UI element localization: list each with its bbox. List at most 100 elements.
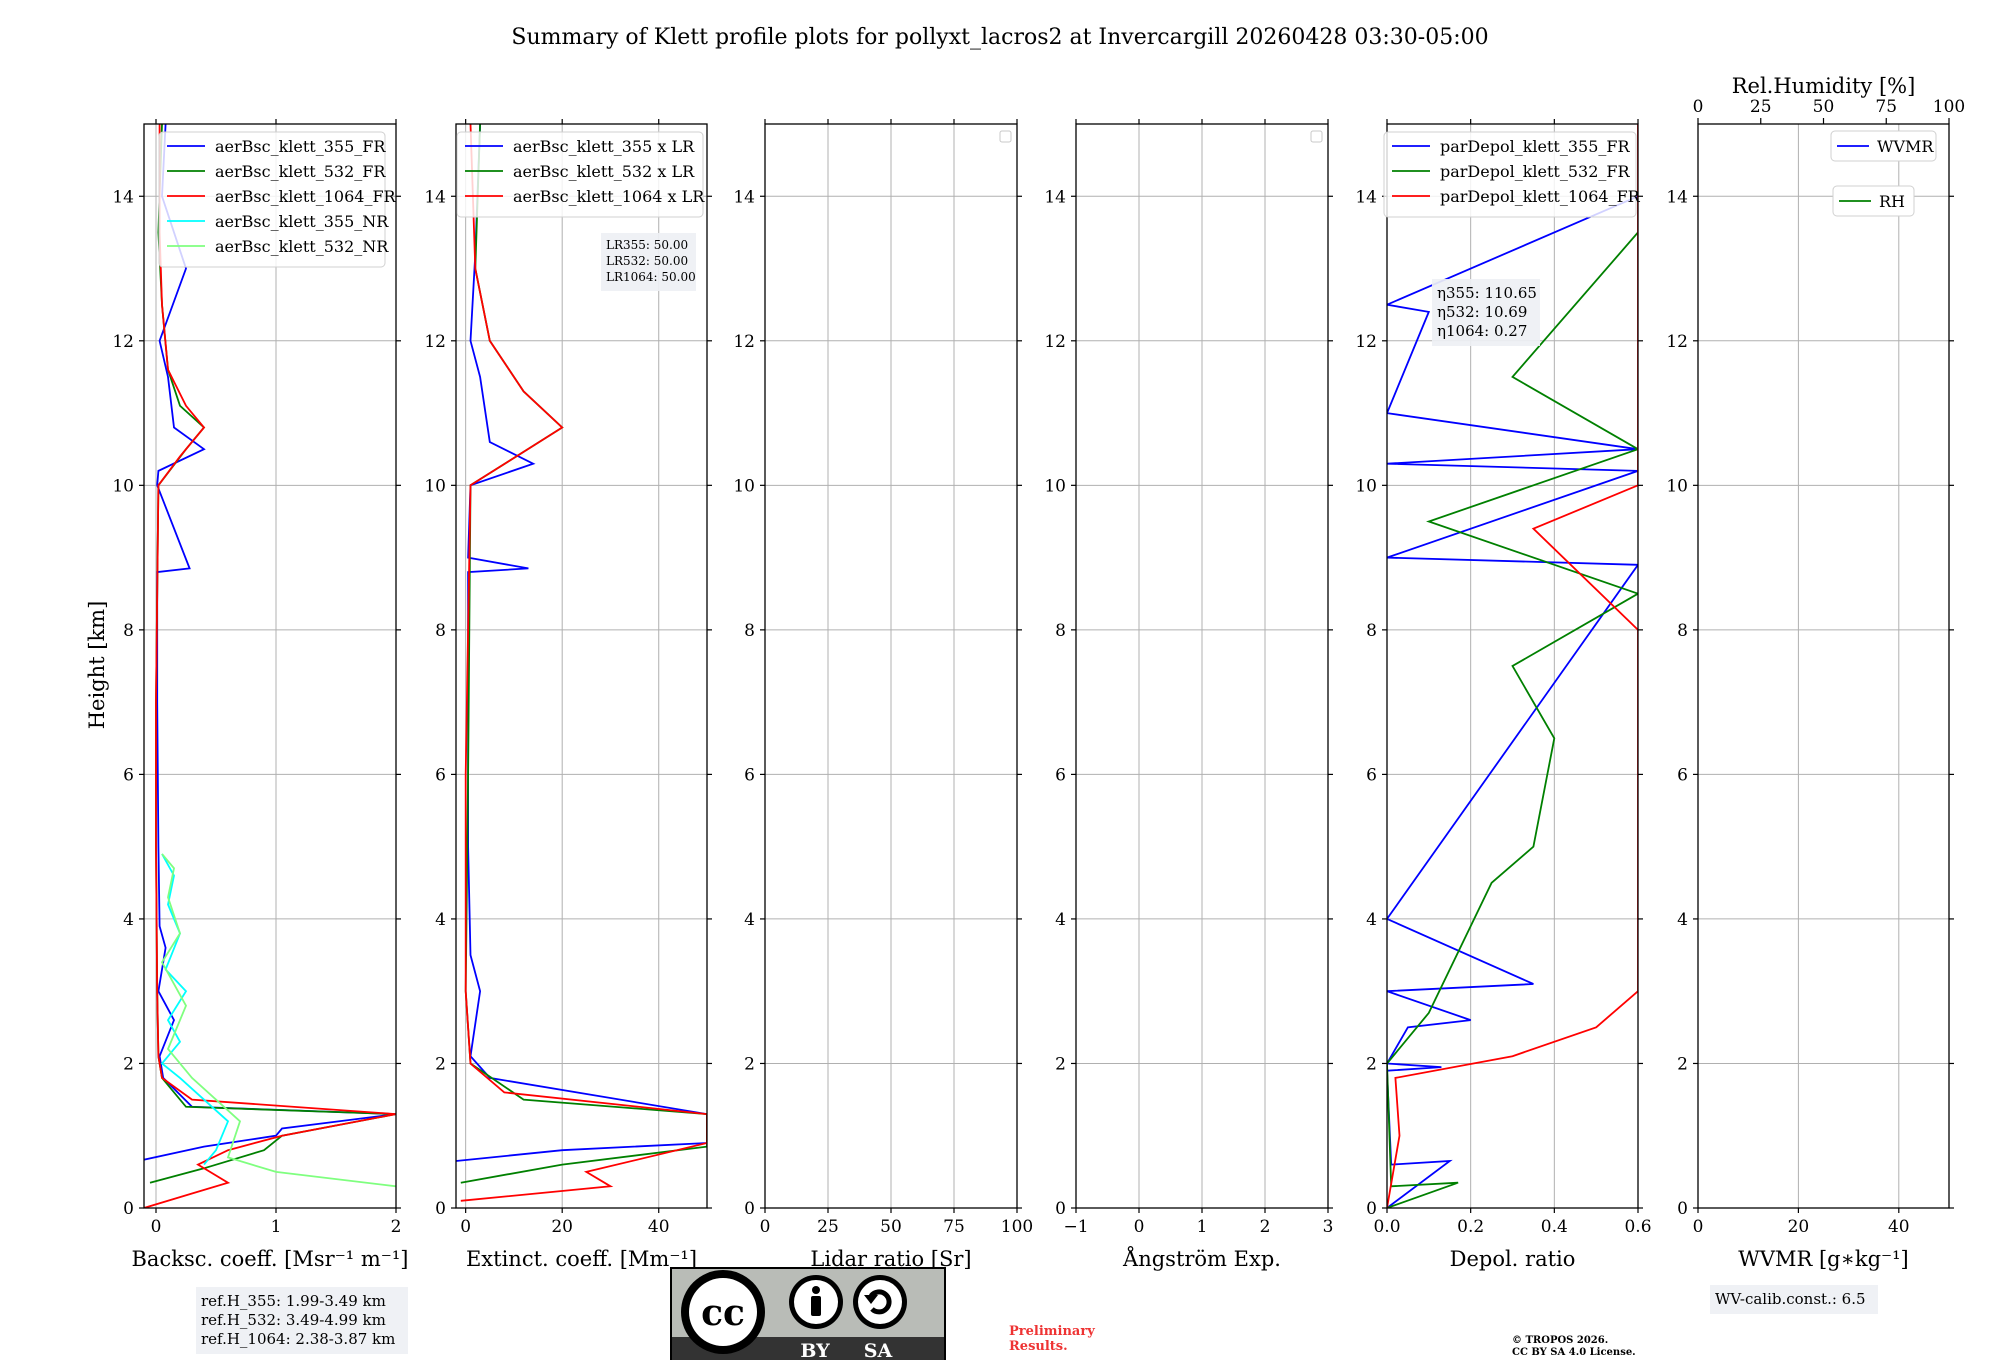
y-tick-label: 10 — [112, 476, 134, 496]
y-tick-label: 2 — [1366, 1054, 1377, 1074]
x-tick-label: 50 — [880, 1217, 902, 1237]
y-tick-label: 0 — [1055, 1199, 1066, 1219]
legend-label: aerBsc_klett_1064_FR — [215, 187, 397, 206]
x-tick-label: 25 — [817, 1217, 839, 1237]
empty-legend — [999, 130, 1012, 143]
x-tick-label: 0.2 — [1457, 1217, 1484, 1237]
x-tick-label: 0.4 — [1541, 1217, 1568, 1237]
y-tick-label: 14 — [733, 187, 755, 207]
axes-frame — [143, 123, 397, 1209]
legend: aerBsc_klett_355_FR aerBsc_klett_532_FRae… — [158, 131, 397, 268]
x-tick-label: 2 — [1260, 1217, 1271, 1237]
y-tick-label: 0 — [1366, 1199, 1377, 1219]
legend-label: RH — [1879, 192, 1905, 211]
x-tick-label: 1 — [1197, 1217, 1208, 1237]
y-tick-label: 14 — [424, 187, 446, 207]
copyright-text: CC BY SA 4.0 License. — [1512, 1347, 1636, 1358]
legend-label: parDepol_klett_1064_FR — [1440, 187, 1641, 206]
y-tick-label: 10 — [1044, 476, 1066, 496]
empty-legend — [1310, 130, 1323, 143]
y-tick-label: 12 — [1355, 332, 1377, 352]
axes-frame — [455, 123, 708, 1209]
info-box-line: ref.H_532: 3.49-4.99 km — [201, 1311, 386, 1329]
y-tick-label: 4 — [123, 910, 134, 930]
by-icon-head — [812, 1286, 820, 1294]
info-box-line: LR1064: 50.00 — [606, 270, 696, 284]
y-tick-label: 6 — [744, 765, 755, 785]
top-x-axis-label: Rel.Humidity [%] — [1732, 74, 1916, 98]
y-tick-label: 12 — [1044, 332, 1066, 352]
y-tick-label: 6 — [123, 765, 134, 785]
cc-circle-inner — [689, 1278, 757, 1346]
x-tick-label: 2 — [391, 1217, 402, 1237]
preliminary-results-text: Preliminary — [1009, 1324, 1095, 1339]
legend-label: parDepol_klett_532_FR — [1440, 162, 1631, 181]
sa-icon-inner — [858, 1280, 902, 1324]
info-box-line: η1064: 0.27 — [1437, 322, 1527, 340]
x-tick-label: 0 — [460, 1217, 471, 1237]
x-axis-label: Depol. ratio — [1450, 1247, 1576, 1271]
legend-label: aerBsc_klett_1064 x LR — [513, 187, 705, 206]
legend-label: WVMR — [1877, 137, 1934, 156]
info-box-line: ref.H_1064: 2.38-3.87 km — [201, 1330, 395, 1348]
cc-text: cc — [701, 1292, 745, 1334]
y-tick-label: 6 — [435, 765, 446, 785]
x-tick-label: 0 — [1134, 1217, 1145, 1237]
panel-depol: 0 2 4 6 8 10 12 14 0.0 0.2 0.4 0.6 Depol. ratio parDe… — [1355, 119, 1652, 1271]
y-tick-label: 8 — [1366, 621, 1377, 641]
info-box-line: WV-calib.const.: 6.5 — [1715, 1290, 1866, 1308]
y-tick-label: 4 — [1366, 910, 1377, 930]
preliminary-results-text: Results. — [1009, 1339, 1068, 1354]
y-tick-label: 4 — [1677, 910, 1688, 930]
top-x-tick-label: 75 — [1875, 97, 1897, 117]
info-box-bg — [1710, 1285, 1878, 1314]
series-line-pardepol-klett-355-fr — [1387, 195, 1638, 1208]
top-x-tick-label: 25 — [1750, 97, 1772, 117]
series-line-aerbsc-klett-532-fr — [149, 124, 396, 1184]
x-tick-label: 40 — [648, 1217, 670, 1237]
series-line-aerbsc-klett-355-x-lr — [456, 124, 707, 1162]
y-tick-label: 10 — [424, 476, 446, 496]
x-axis-label: WVMR [g∗kg⁻¹] — [1738, 1247, 1909, 1271]
x-tick-label: 75 — [943, 1217, 965, 1237]
series-line-aerbsc-klett-355-fr — [144, 124, 396, 1161]
y-tick-label: 4 — [1055, 910, 1066, 930]
legend: aerBsc_klett_355 x LR aerBsc_klett_532 x … — [456, 131, 705, 218]
top-x-tick-label: 0 — [1693, 97, 1704, 117]
y-tick-label: 2 — [435, 1054, 446, 1074]
x-tick-label: 0 — [760, 1217, 771, 1237]
x-tick-label: 1 — [271, 1217, 282, 1237]
x-tick-label: −1 — [1063, 1217, 1088, 1237]
x-tick-label: 3 — [1323, 1217, 1334, 1237]
y-tick-label: 10 — [1355, 476, 1377, 496]
legend-label: parDepol_klett_355_FR — [1440, 137, 1631, 156]
y-tick-label: 0 — [744, 1199, 755, 1219]
series-line-aerbsc-klett-1064-x-lr — [460, 124, 707, 1202]
legend-box — [1830, 130, 1937, 162]
y-axis-label: Height [km] — [85, 601, 109, 730]
y-tick-label: 10 — [733, 476, 755, 496]
y-tick-label: 4 — [744, 910, 755, 930]
x-axis-label: Backsc. coeff. [Msr⁻¹ m⁻¹] — [132, 1247, 409, 1271]
x-tick-label: 40 — [1888, 1217, 1910, 1237]
x-tick-label: 20 — [1788, 1217, 1810, 1237]
legend-box — [1832, 185, 1915, 217]
info-box: WV-calib.const.: 6.5 — [1710, 1285, 1878, 1314]
x-tick-label: 0 — [1693, 1217, 1704, 1237]
info-box-line: LR355: 50.00 — [606, 238, 688, 252]
y-tick-label: 0 — [435, 1199, 446, 1219]
series-line-pardepol-klett-1064-fr — [1387, 124, 1638, 1208]
panel-extinction: 0 2 4 6 8 10 12 14 0 20 40 Extinct. coeff. [Mm⁻¹] ae… — [424, 119, 712, 1271]
by-icon-body — [811, 1296, 821, 1316]
y-tick-label: 14 — [1355, 187, 1377, 207]
y-tick-label: 6 — [1677, 765, 1688, 785]
y-tick-label: 12 — [424, 332, 446, 352]
axes-frame — [1386, 123, 1639, 1209]
